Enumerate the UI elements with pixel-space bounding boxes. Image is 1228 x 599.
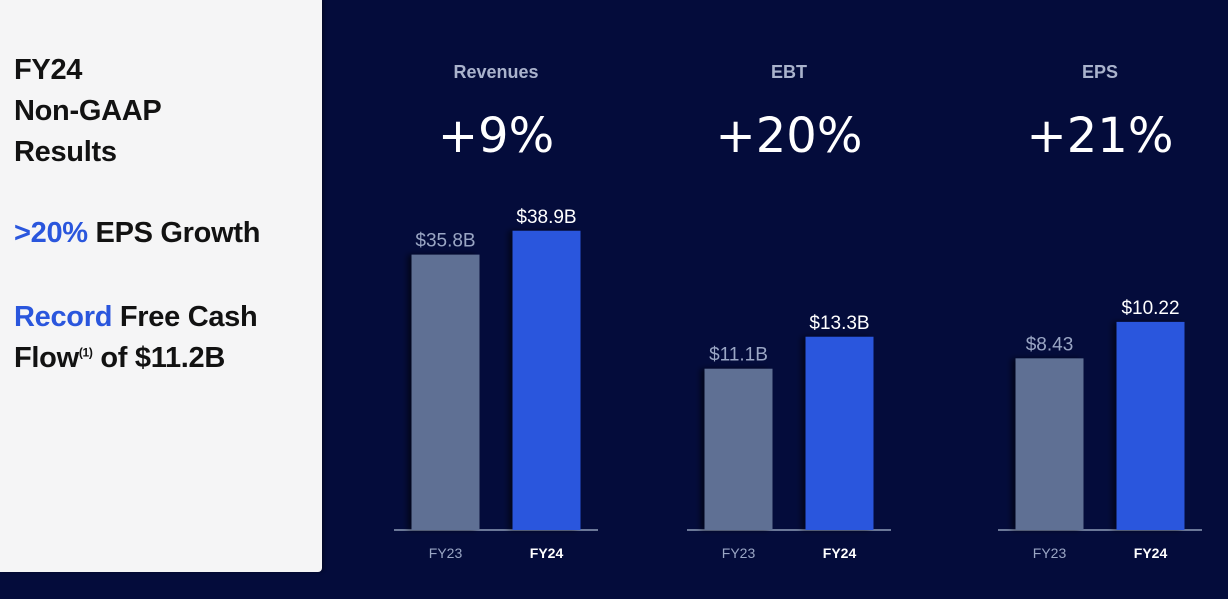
eps-bar-fy24 <box>1116 321 1185 530</box>
footnote-marker: (1) <box>78 345 93 360</box>
eps-tick-label-fy23: FY23 <box>1033 545 1067 561</box>
free-cash-flow-accent: Record <box>14 301 113 333</box>
eps-value-label-fy24: $10.22 <box>1121 298 1179 319</box>
revenues-bar-fy23 <box>411 254 480 530</box>
revenues-tick-label-fy23: FY23 <box>429 545 463 561</box>
free-cash-flow-line2-pre: Flow <box>14 342 79 374</box>
ebt-bar-fy24 <box>805 336 874 530</box>
ebt-change: +20% <box>716 108 863 164</box>
ebt-value-label-fy24: $13.3B <box>809 313 869 334</box>
headline-line-3: Results <box>14 136 117 168</box>
eps-bar-fy23 <box>1015 358 1084 530</box>
revenues-tick-label-fy24: FY24 <box>530 545 564 561</box>
ebt-bar-fy23 <box>704 368 773 530</box>
chart-area: Revenues +9% $35.8B FY23 $38.9B FY24 EBT +20% $1… <box>330 0 1228 599</box>
eps-value-label-fy23: $8.43 <box>1026 334 1074 355</box>
headline-line-1: FY24 <box>14 54 83 86</box>
eps-growth-text: EPS Growth <box>87 217 261 249</box>
ebt-value-label-fy23: $11.1B <box>709 345 768 366</box>
revenues-value-label-fy23: $35.8B <box>415 231 475 252</box>
eps-growth-point: >20% EPS Growth <box>14 213 260 254</box>
eps-growth-accent: >20% <box>14 217 88 249</box>
revenues-value-label-fy24: $38.9B <box>516 207 576 228</box>
headline-line-2: Non-GAAP <box>14 95 162 127</box>
revenues-change: +9% <box>438 108 554 164</box>
free-cash-flow-line2-post: of $11.2B <box>92 342 226 374</box>
headline: FY24 Non-GAAP Results <box>14 50 162 173</box>
ebt-title: EBT <box>771 62 807 82</box>
free-cash-flow-text: Free Cash <box>112 301 258 333</box>
eps-title: EPS <box>1082 62 1118 82</box>
ebt-tick-label-fy23: FY23 <box>722 545 756 561</box>
ebt-tick-label-fy24: FY24 <box>823 545 857 561</box>
revenues-bar-fy24 <box>512 230 581 530</box>
eps-tick-label-fy24: FY24 <box>1134 545 1168 561</box>
charts-svg: Revenues +9% $35.8B FY23 $38.9B FY24 EBT +20% $1… <box>394 62 1202 561</box>
free-cash-flow-point: Record Free Cash Flow(1) of $11.2B <box>14 297 258 379</box>
revenues-title: Revenues <box>453 62 538 82</box>
eps-change: +21% <box>1027 108 1174 164</box>
left-panel: FY24 Non-GAAP Results >20% EPS Growth Re… <box>0 0 322 572</box>
